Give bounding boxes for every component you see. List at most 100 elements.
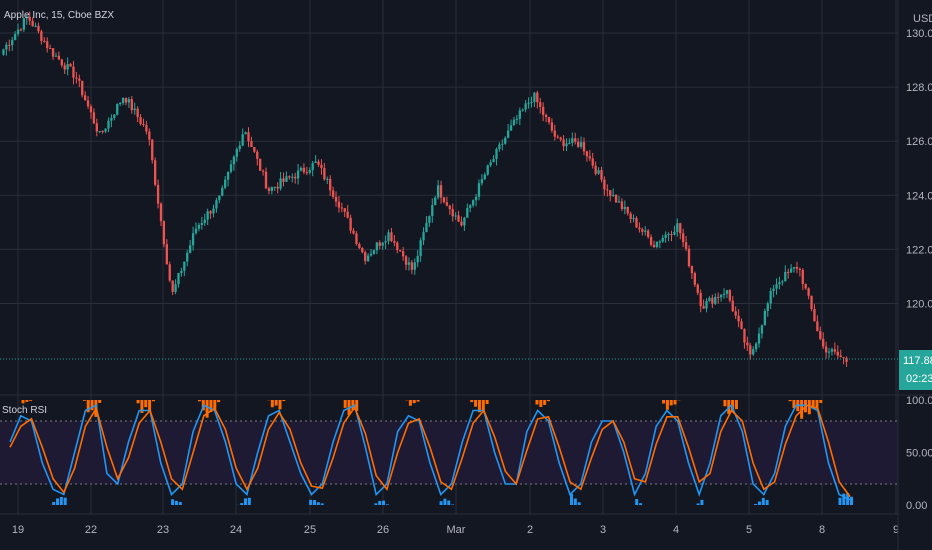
candle-body	[527, 102, 530, 104]
candle-body	[218, 195, 221, 201]
candle-body	[308, 169, 311, 173]
candle-body	[539, 102, 542, 107]
candle-body	[609, 190, 612, 196]
candle-body	[250, 141, 253, 147]
candle-body	[717, 296, 720, 298]
time-axis[interactable]: 19 22 23 24 25 26 Mar 2 3 4 5 8 9	[12, 524, 899, 536]
candle-body	[288, 176, 291, 178]
candle-body	[749, 345, 752, 355]
stoch-hist-bar	[316, 502, 320, 505]
candle-body	[830, 349, 834, 352]
stoch-hist-bar	[274, 400, 278, 406]
candle-body	[635, 218, 638, 228]
candle-body	[833, 349, 837, 352]
candle-body	[407, 262, 411, 265]
candle-body	[81, 80, 84, 96]
candle-body	[752, 349, 755, 355]
candle-body	[746, 342, 749, 346]
candle-body	[445, 202, 449, 206]
candle-body	[16, 29, 20, 35]
time-tick-label: 4	[673, 524, 679, 536]
candle-body	[652, 244, 656, 248]
stoch-bands	[0, 420, 898, 485]
candle-body	[839, 355, 842, 358]
candle-body	[209, 211, 212, 214]
candle-body	[740, 321, 743, 329]
candle-body	[127, 99, 131, 103]
candle-body	[775, 284, 778, 289]
candle-body	[579, 142, 583, 147]
candle-body	[165, 244, 168, 265]
stoch-hist-bar	[90, 400, 94, 411]
candle-body	[40, 31, 43, 42]
candle-body	[124, 98, 128, 103]
indicator-title[interactable]: Stoch RSI	[2, 405, 47, 416]
candle-body	[361, 248, 364, 253]
candle-body	[562, 139, 565, 147]
candle-body	[451, 209, 454, 217]
stoch-d-line	[9, 404, 851, 498]
stoch-hist-bar	[217, 400, 221, 403]
candle-body	[498, 144, 501, 150]
candle-body	[215, 200, 218, 209]
stoch-hist-bar	[209, 400, 213, 412]
candle-body	[553, 130, 556, 137]
candle-body	[480, 179, 484, 184]
candle-body	[638, 227, 641, 230]
stoch-hist-bar	[635, 499, 639, 505]
candle-body	[206, 211, 209, 220]
stoch-hist-bar	[439, 501, 443, 505]
candle-body	[101, 131, 104, 133]
stoch-hist-bar	[838, 497, 842, 505]
candle-body	[92, 112, 96, 124]
candle-body	[789, 268, 793, 273]
candle-body	[769, 291, 772, 304]
stoch-hist-bar	[416, 400, 420, 402]
candle-body	[536, 92, 539, 103]
candle-body	[285, 176, 288, 182]
stoch-histogram	[21, 400, 853, 505]
candle-body	[340, 207, 344, 209]
candle-body	[614, 194, 618, 203]
candle-body	[824, 346, 828, 353]
stoch-hist-bar	[819, 400, 823, 403]
stoch-hist-bar	[171, 499, 175, 505]
candle-body	[463, 217, 466, 226]
candle-body	[687, 248, 691, 267]
candle-body	[34, 25, 37, 27]
stoch-hist-bar	[757, 501, 761, 505]
candle-body	[203, 219, 206, 223]
candle-body	[244, 132, 247, 135]
time-tick-label: 2	[527, 524, 533, 536]
candle-body	[259, 158, 262, 171]
candle-body	[396, 242, 399, 251]
candle-body	[153, 160, 157, 185]
price-axis[interactable]: 130.00 128.00 126.00 124.00 122.00 120.00 100.…	[906, 28, 932, 512]
candle-body	[401, 251, 405, 257]
candle-body	[757, 333, 761, 344]
candle-body	[705, 300, 708, 309]
candle-body	[224, 179, 227, 188]
stoch-hist-bar	[546, 400, 550, 402]
candle-body	[69, 63, 72, 67]
candle-body	[495, 149, 498, 160]
candle-body	[556, 136, 559, 138]
candle-body	[387, 232, 390, 242]
candle-body	[842, 357, 845, 359]
candle-body	[679, 223, 682, 234]
candle-body	[442, 197, 446, 203]
candle-body	[489, 162, 492, 166]
candle-body	[142, 123, 145, 126]
candle-body	[696, 284, 699, 293]
stoch-hist-bar	[761, 497, 765, 505]
symbol-title[interactable]: Apple Inc, 15, Cboe BZX	[4, 10, 114, 21]
candle-body	[410, 262, 414, 270]
candle-body	[121, 98, 125, 103]
candle-body	[574, 138, 577, 142]
candle-body	[434, 197, 437, 206]
candle-body	[171, 280, 174, 293]
stoch-tick-label: 100.00	[906, 395, 932, 407]
stoch-hist-bar	[355, 400, 359, 411]
candle-body	[104, 128, 107, 132]
